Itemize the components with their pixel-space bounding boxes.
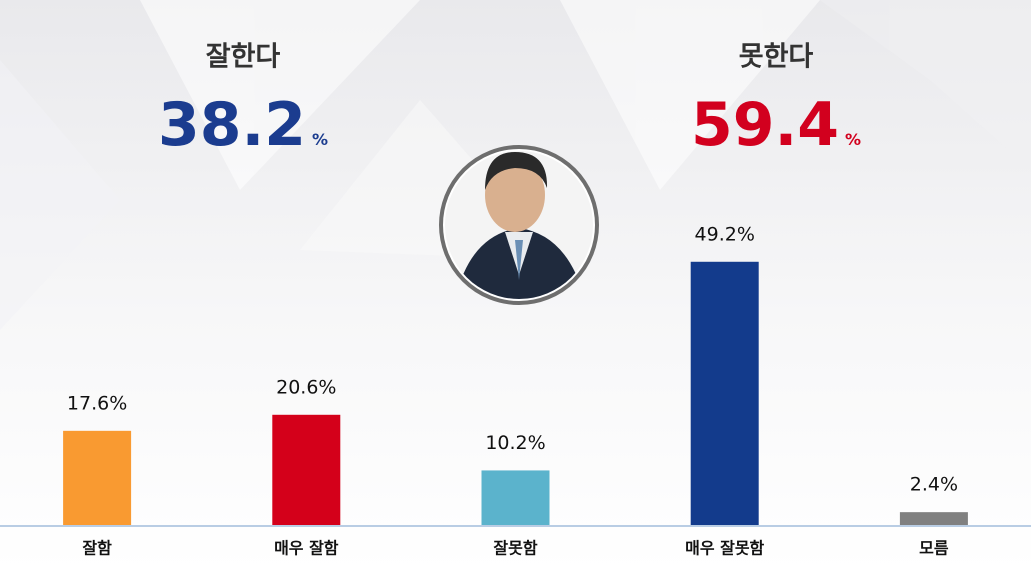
summary-number: 38.2 xyxy=(158,90,306,160)
value-label: 49.2% xyxy=(695,223,755,245)
summary-value: 59.4% xyxy=(691,90,861,160)
bar xyxy=(63,430,132,525)
summary-label: 못한다 xyxy=(739,42,814,73)
summary-unit: % xyxy=(312,130,328,149)
bar xyxy=(899,512,968,525)
portrait xyxy=(439,145,599,305)
x-tick-label: 매우 잘못함 xyxy=(685,539,764,558)
x-tick-label: 매우 잘함 xyxy=(274,539,339,558)
bar xyxy=(481,470,550,525)
value-label: 10.2% xyxy=(485,432,545,454)
value-label: 20.6% xyxy=(276,376,336,398)
summary-label: 잘한다 xyxy=(206,42,281,73)
bar xyxy=(690,261,759,525)
summary-value: 38.2% xyxy=(158,90,328,160)
summary-number: 59.4 xyxy=(691,90,839,160)
value-label: 2.4% xyxy=(910,474,958,496)
x-tick-label: 잘못함 xyxy=(493,539,537,558)
summary-unit: % xyxy=(845,130,861,149)
x-tick-label: 모름 xyxy=(919,539,949,558)
x-tick-label: 잘함 xyxy=(82,539,112,558)
value-label: 17.6% xyxy=(67,392,127,414)
bar xyxy=(272,414,341,525)
